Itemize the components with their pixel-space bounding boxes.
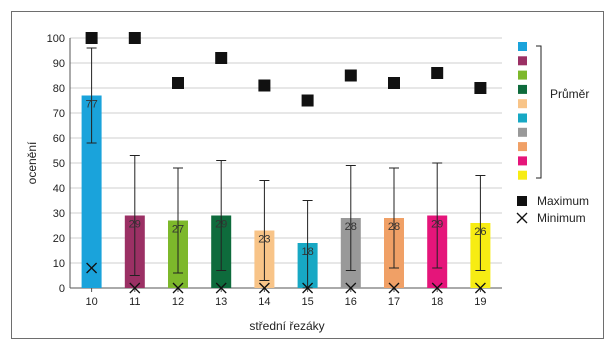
y-tick-label: 30 bbox=[53, 208, 65, 220]
min-marker-stroke bbox=[388, 282, 400, 294]
max-marker-11 bbox=[128, 32, 141, 44]
min-marker-16 bbox=[345, 282, 357, 294]
x-tick-label: 17 bbox=[388, 296, 400, 308]
legend-swatch-17 bbox=[518, 142, 527, 152]
marks-layer: 77 29 27 29 23 18 28 28 29 26 bbox=[85, 32, 487, 294]
max-marker-14 bbox=[258, 79, 271, 92]
legend-bracket bbox=[536, 45, 542, 179]
min-marker-13 bbox=[215, 282, 227, 294]
legend-swatch-11 bbox=[518, 56, 527, 66]
y-axis-title: ocenění bbox=[25, 141, 39, 184]
legend: Průměr Maximum Minimum bbox=[516, 42, 589, 225]
x-tick-label: 19 bbox=[474, 296, 486, 308]
legend-minimum-marker bbox=[516, 212, 528, 224]
min-marker-18 bbox=[431, 282, 443, 294]
legend-group-label: Průměr bbox=[550, 87, 589, 101]
max-marker-10 bbox=[85, 32, 98, 44]
y-tick-label: 70 bbox=[53, 108, 65, 120]
data-label-11: 29 bbox=[129, 219, 141, 231]
legend-swatch-19 bbox=[518, 170, 527, 180]
data-label-15: 18 bbox=[301, 246, 313, 258]
legend-minimum-label: Minimum bbox=[537, 211, 586, 225]
data-label-12: 27 bbox=[172, 224, 184, 236]
data-label-16: 28 bbox=[345, 221, 357, 233]
min-marker-11 bbox=[129, 282, 141, 294]
x-tick-label: 16 bbox=[345, 296, 357, 308]
min-marker-stroke bbox=[215, 282, 227, 294]
x-tick-label: 12 bbox=[172, 296, 184, 308]
max-marker-12 bbox=[172, 77, 184, 89]
y-tick-label: 40 bbox=[53, 183, 65, 195]
legend-swatch-10 bbox=[518, 42, 527, 51]
x-tick-label: 11 bbox=[129, 296, 140, 308]
legend-swatch-13 bbox=[518, 84, 527, 94]
min-marker-10 bbox=[86, 262, 98, 274]
legend-maximum-marker bbox=[517, 196, 527, 206]
data-label-17: 28 bbox=[388, 221, 400, 233]
min-marker-stroke bbox=[474, 282, 486, 294]
legend-swatch-14 bbox=[518, 99, 527, 109]
y-tick-label: 50 bbox=[53, 158, 65, 170]
min-marker-stroke bbox=[302, 282, 314, 294]
x-tick-label: 14 bbox=[258, 296, 270, 308]
min-marker-stroke bbox=[258, 282, 270, 294]
data-label-18: 29 bbox=[431, 219, 443, 231]
min-marker-stroke bbox=[129, 282, 141, 294]
min-marker-19 bbox=[474, 282, 486, 294]
y-tick-label: 100 bbox=[47, 33, 65, 45]
min-marker-15 bbox=[302, 282, 314, 294]
x-tick-label: 15 bbox=[301, 296, 313, 308]
ticks-layer: 0 10 20 30 40 50 60 70 80 90 100 10 11 12 13 14 15 16 17 18… bbox=[47, 33, 487, 308]
min-marker-stroke bbox=[345, 282, 357, 294]
min-marker-12 bbox=[172, 282, 184, 294]
x-tick-label: 10 bbox=[85, 296, 97, 308]
min-marker-14 bbox=[258, 282, 270, 294]
y-tick-label: 0 bbox=[59, 283, 65, 295]
legend-swatch-15 bbox=[518, 113, 527, 123]
max-marker-15 bbox=[301, 94, 314, 107]
x-tick-label: 18 bbox=[431, 296, 443, 308]
min-marker-stroke bbox=[86, 262, 98, 274]
y-tick-label: 10 bbox=[53, 258, 65, 270]
max-marker-18 bbox=[431, 67, 444, 79]
min-marker-stroke bbox=[172, 282, 184, 294]
bars-layer bbox=[81, 95, 491, 288]
min-marker-17 bbox=[388, 282, 400, 294]
legend-swatch-16 bbox=[518, 127, 527, 137]
legend-swatch-18 bbox=[518, 156, 527, 166]
legend-swatch-12 bbox=[518, 70, 527, 80]
max-marker-16 bbox=[344, 69, 357, 82]
max-marker-19 bbox=[474, 82, 487, 94]
y-tick-label: 60 bbox=[53, 133, 65, 145]
data-label-19: 26 bbox=[474, 226, 486, 238]
chart-frame bbox=[11, 11, 604, 339]
data-label-13: 29 bbox=[215, 219, 227, 231]
min-marker-stroke bbox=[431, 282, 443, 294]
data-label-10: 77 bbox=[85, 99, 97, 111]
y-tick-label: 20 bbox=[53, 233, 65, 245]
y-tick-label: 90 bbox=[53, 58, 65, 70]
max-marker-17 bbox=[388, 77, 400, 89]
legend-maximum-label: Maximum bbox=[537, 194, 589, 208]
bar-10 bbox=[81, 95, 102, 288]
legend-swatches bbox=[518, 42, 527, 180]
max-marker-13 bbox=[215, 52, 228, 64]
y-tick-label: 80 bbox=[53, 83, 65, 95]
x-axis-title: střední řezáky bbox=[249, 319, 324, 333]
data-label-14: 23 bbox=[258, 234, 270, 246]
x-tick-label: 13 bbox=[215, 296, 227, 308]
